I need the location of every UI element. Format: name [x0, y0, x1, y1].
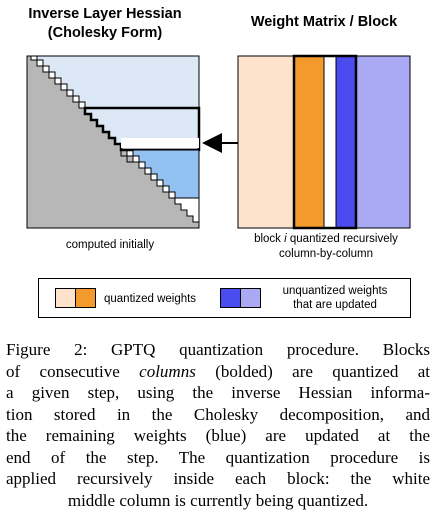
legend-updated-label: unquantized weights that are updated: [265, 284, 405, 312]
hessian-title-line2: (Cholesky Form): [47, 25, 163, 41]
weight-matrix-title: Weight Matrix / Block: [250, 14, 398, 30]
legend: [38, 278, 411, 318]
caption-line-2-pre: of consecutive: [6, 361, 140, 381]
caption-line-1: Figure 2: GPTQ quantization procedure. B…: [6, 340, 430, 359]
caption-line-8: middle column is currently being quantiz…: [67, 490, 369, 510]
remaining-updated-weights: [356, 56, 410, 228]
legend-swatch-quantized-light: [55, 288, 76, 308]
hessian-matrix: [26, 55, 201, 229]
caption-line-3: a given step, using the inverse Hessian …: [6, 383, 430, 402]
block-updated-columns: [336, 56, 356, 228]
caption-line-6: end of the step. The quantization proced…: [6, 447, 430, 467]
legend-swatch-updated-dark: [220, 288, 241, 308]
hessian-current-row: [121, 138, 199, 148]
weight-matrix: [237, 54, 411, 230]
hessian-upper-rows: [31, 55, 200, 109]
caption-line-2-post: (bolded) are quantized at: [195, 361, 431, 381]
hessian-title-line1: Inverse Layer Hessian: [28, 6, 182, 22]
weight-caption: block i quantized recursively column-by-…: [226, 232, 426, 262]
weight-caption-line1: block i quantized recursively: [254, 233, 398, 245]
hessian-caption: computed initially: [65, 239, 155, 251]
weight-caption-line2: column-by-column: [279, 248, 373, 260]
block-index-italic: i: [284, 233, 287, 245]
caption-line-4: tion stored in the Cholesky decompositio…: [6, 404, 430, 424]
legend-swatch-quantized-dark: [75, 288, 96, 308]
caption-line-2: of consecutive columns (bolded) are quan…: [6, 361, 430, 383]
legend-quantized-label: quantized weights: [104, 293, 197, 305]
block-quantized-columns: [294, 56, 324, 228]
hessian-title: Inverse Layer Hessian (Cholesky Form): [10, 5, 200, 43]
figure-caption: Figure 2: GPTQ quantization procedure. B…: [6, 339, 430, 511]
legend-swatch-updated-light: [240, 288, 261, 308]
caption-line-7: applied recursively inside each block: t…: [6, 469, 430, 488]
legend-updated-line1: unquantized weights: [282, 285, 388, 297]
block-current-column: [324, 56, 336, 228]
legend-updated-line2: that are updated: [293, 299, 377, 311]
caption-line-5: the remaining weights (blue) are updated…: [6, 426, 430, 445]
diagram-canvas: [26, 54, 411, 230]
caption-emphasis-columns: columns: [139, 361, 196, 381]
hessian-remaining-rows: [121, 149, 200, 199]
